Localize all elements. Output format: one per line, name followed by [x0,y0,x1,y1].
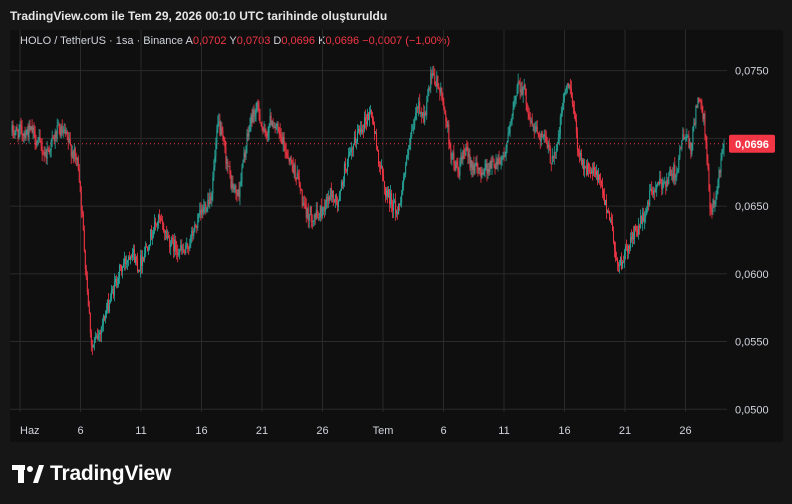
ohlc-legend: HOLO / TetherUS · 1sa · Binance A0,0702 … [20,35,450,47]
snapshot-caption: TradingView.com ile Tem 29, 2026 00:10 U… [10,9,388,23]
open-label: A [185,35,193,47]
tradingview-logo-icon [12,465,44,483]
close-label: K [318,35,326,47]
symbol-label[interactable]: HOLO / TetherUS · 1sa · Binance [20,35,184,47]
high-label: Y [229,35,237,47]
change-value: −0,0007 (−1,00%) [362,35,451,47]
chart-area[interactable] [10,30,783,442]
low-label: D [273,35,282,47]
close-value: 0,0696 [325,35,360,47]
tradingview-brand: TradingView [12,462,171,486]
high-value: 0,0703 [236,35,271,47]
top-caption-bar: TradingView.com ile Tem 29, 2026 00:10 U… [0,0,792,30]
brand-name: TradingView [50,462,172,485]
low-value: 0,0696 [281,35,316,47]
open-value: 0,0702 [192,35,227,47]
